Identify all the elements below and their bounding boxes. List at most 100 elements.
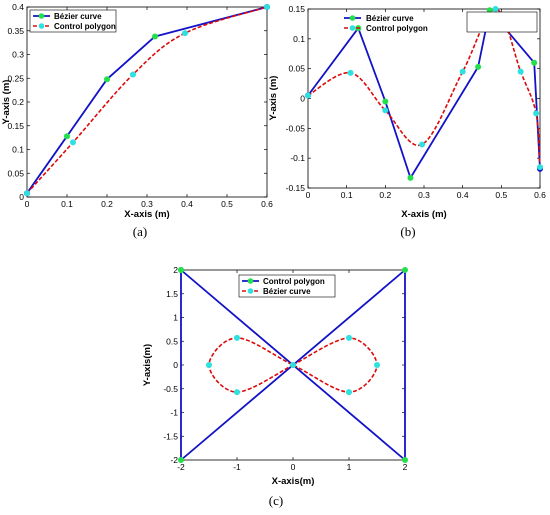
- data-point-b-1-6: [517, 68, 524, 75]
- data-point-a-0-1: [64, 133, 70, 140]
- legend-a: Bézier curve Control polygon: [29, 9, 117, 33]
- data-point-b-1-8: [537, 164, 543, 171]
- legend-box-b: [466, 11, 538, 33]
- ticks-a: 0 0.1 0.2 0.3 0.4 0.5 0.6 0 0.05 0.1 0.15 0.2 0.25 0.…: [7, 2, 273, 209]
- data-point-c-0-2: [402, 267, 408, 273]
- legend-a-marker-1: [38, 13, 45, 19]
- ytick-label-c: 0: [173, 360, 178, 370]
- xtick-label-b: 0.1: [341, 190, 353, 200]
- data-point-c-1-6: [206, 362, 212, 368]
- legend-b: Bézier curve Control polygon: [344, 11, 538, 33]
- ytick-label-c: -1: [170, 408, 178, 418]
- ytick-label-b: 0.15: [288, 4, 305, 14]
- data-point-a-0-2: [104, 76, 110, 83]
- data-point-b-1-3: [419, 141, 426, 148]
- xtick-label-b: 0.3: [418, 190, 430, 200]
- ytick-label-a: 0.05: [7, 168, 24, 178]
- plot-area-b: [307, 8, 541, 189]
- data-point-b-1-5: [492, 6, 499, 12]
- legend-c: Control polygon Bézier curve: [238, 274, 336, 298]
- data-point-c-1-7: [234, 389, 240, 396]
- legend-b-label-1: Bézier curve: [366, 14, 414, 23]
- legend-b-label-2: Control polygon: [366, 24, 428, 33]
- ytick-label-c: -0.5: [163, 384, 178, 394]
- lines-c: [178, 267, 408, 463]
- ytick-label-a: 0.1: [12, 145, 24, 155]
- xtick-label-c: 1: [347, 462, 352, 472]
- xtick-label-b: 0.5: [495, 190, 507, 200]
- legend-c-marker-1: [247, 278, 254, 284]
- data-point-c-1-8: [290, 362, 296, 368]
- ytick-label-b: 0.1: [293, 34, 305, 44]
- data-point-b-0-2: [382, 98, 389, 105]
- data-point-c-0-1: [178, 457, 184, 463]
- ytick-label-b: -0.1: [290, 153, 305, 163]
- data-point-b-0-4: [475, 63, 482, 70]
- xtick-label-a: 0.4: [181, 199, 193, 209]
- xtick-label-a: 0.3: [141, 199, 153, 209]
- ytick-label-a: 0.35: [7, 26, 24, 36]
- xtick-label-c: -2: [177, 462, 185, 472]
- ytick-label-a: 0.15: [7, 121, 24, 131]
- xtick-label-a: 0: [25, 199, 30, 209]
- series-line-b-0: [307, 9, 541, 179]
- data-point-c-1-2: [374, 362, 380, 368]
- legend-box-c: [238, 274, 336, 298]
- ytick-label-c: 2: [173, 265, 178, 275]
- xtick-label-b: 0.2: [379, 190, 391, 200]
- ytick-label-c: -2: [170, 455, 178, 465]
- lines-b: [305, 6, 543, 181]
- panel-b: 0 0.1 0.2 0.3 0.4 0.5 0.6 -0.15 -0.1 -0.05 0 0.05 0.…: [268, 4, 546, 239]
- data-point-b-1-0: [305, 92, 311, 99]
- data-point-c-0-3: [402, 457, 408, 463]
- xtick-label-a: 0.6: [261, 199, 273, 209]
- xlabel-c: X-axis(m): [272, 476, 315, 487]
- plot-area-a: [26, 6, 268, 198]
- data-point-b-1-2: [382, 107, 389, 114]
- data-point-a-1-1: [70, 139, 76, 146]
- xlabel-a: X-axis (m): [124, 209, 169, 220]
- ytick-label-c: 1: [173, 313, 178, 323]
- ylabel-c: Y-axis(m): [142, 344, 153, 386]
- xtick-label-b: 0.6: [534, 190, 546, 200]
- xtick-label-c: 0: [291, 462, 296, 472]
- legend-c-label-2: Bézier curve: [263, 287, 311, 296]
- data-point-c-1-3: [346, 389, 352, 396]
- ytick-label-a: 0.2: [12, 97, 24, 107]
- data-point-a-1-3: [182, 30, 188, 37]
- data-point-b-1-1: [347, 69, 354, 76]
- xtick-label-c: 2: [403, 462, 408, 472]
- data-point-b-0-3: [407, 174, 414, 181]
- data-point-a-1-4: [264, 4, 270, 10]
- legend-a-label-2: Control polygon: [54, 22, 116, 31]
- data-point-c-1-1: [346, 334, 352, 341]
- data-point-a-1-0: [24, 190, 30, 197]
- xtick-label-c: -1: [233, 462, 241, 472]
- xtick-label-a: 0.5: [221, 199, 233, 209]
- xtick-label-a: 0.2: [101, 199, 113, 209]
- ytick-label-b: -0.15: [286, 183, 306, 193]
- data-point-a-0-3: [152, 33, 158, 40]
- ylabel-a: Y-axis (m): [1, 80, 12, 125]
- ytick-label-b: -0.05: [286, 123, 306, 133]
- caption-c: (c): [269, 493, 283, 508]
- panel-a: 0 0.1 0.2 0.3 0.4 0.5 0.6 0 0.05 0.1 0.15 0.2 0.25 0.…: [1, 2, 273, 239]
- legend-b-marker-1: [349, 15, 356, 21]
- ytick-label-c: 0.5: [166, 336, 178, 346]
- legend-box-a: [29, 9, 117, 33]
- data-point-b-0-5: [486, 7, 493, 14]
- xtick-label-b: 0: [306, 190, 311, 200]
- data-point-b-1-7: [533, 110, 540, 117]
- data-point-c-0-4: [178, 267, 184, 273]
- ytick-label-c: 1.5: [166, 289, 178, 299]
- legend-c-marker-2: [247, 288, 254, 294]
- lines-a: [24, 4, 270, 197]
- ytick-label-a: 0: [19, 192, 24, 202]
- ytick-label-a: 0.4: [12, 2, 24, 12]
- panel-c: -2 -1 0 1 2 -2 -1.5 -1 -0.5 0 0.5 1 1.5 2 X-axis(m) Y…: [142, 265, 408, 508]
- data-point-a-1-2: [130, 71, 136, 78]
- legend-a-label-1: Bézier curve: [54, 12, 102, 21]
- xtick-label-b: 0.4: [457, 190, 469, 200]
- data-point-b-0-6: [531, 59, 538, 66]
